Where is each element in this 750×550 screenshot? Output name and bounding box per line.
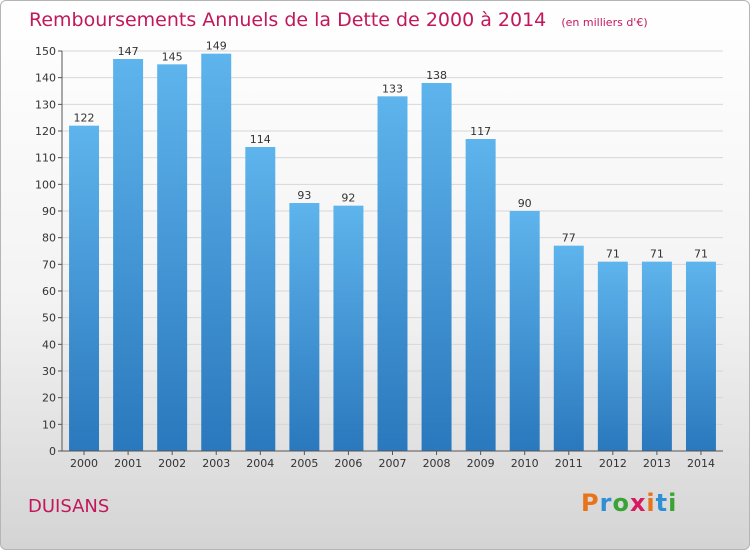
data-label: 133 xyxy=(382,82,403,95)
y-tick-label: 0 xyxy=(49,445,56,458)
x-tick-label: 2005 xyxy=(290,457,318,470)
x-tick-label: 2013 xyxy=(643,457,671,470)
data-label: 77 xyxy=(562,232,576,245)
data-label: 122 xyxy=(74,112,95,125)
y-tick-label: 80 xyxy=(42,232,56,245)
data-label: 138 xyxy=(426,69,447,82)
y-tick-label: 110 xyxy=(35,152,56,165)
y-tick-label: 60 xyxy=(42,285,56,298)
bar xyxy=(113,59,144,451)
bar xyxy=(465,139,496,451)
x-tick-label: 2009 xyxy=(467,457,495,470)
bar xyxy=(333,205,364,451)
logo-letter: P xyxy=(581,489,600,517)
x-tick-label: 2011 xyxy=(555,457,583,470)
x-tick-label: 2000 xyxy=(70,457,98,470)
data-label: 71 xyxy=(650,248,664,261)
bar xyxy=(289,203,320,451)
proxiti-logo: Proxiti xyxy=(581,489,677,517)
y-tick-label: 140 xyxy=(35,72,56,85)
chart-title: Remboursements Annuels de la Dette de 20… xyxy=(29,9,547,31)
data-label: 117 xyxy=(470,125,491,138)
y-tick-label: 70 xyxy=(42,258,56,271)
bar xyxy=(553,245,584,451)
y-tick-label: 20 xyxy=(42,392,56,405)
bar xyxy=(685,261,716,451)
logo-letter: i xyxy=(668,489,678,517)
x-tick-label: 2003 xyxy=(202,457,230,470)
data-label: 71 xyxy=(694,248,708,261)
data-label: 90 xyxy=(518,197,532,210)
logo-letter: r xyxy=(599,489,613,517)
chart-title-block: Remboursements Annuels de la Dette de 20… xyxy=(29,9,648,31)
logo-letter: t xyxy=(655,489,669,517)
y-tick-label: 100 xyxy=(35,178,56,191)
axes xyxy=(58,50,723,455)
bar xyxy=(421,83,452,451)
x-tick-label: 2008 xyxy=(423,457,451,470)
data-label: 145 xyxy=(162,50,183,63)
data-label: 92 xyxy=(341,192,355,205)
data-label: 71 xyxy=(606,248,620,261)
bar xyxy=(245,147,276,451)
data-label: 149 xyxy=(206,40,227,53)
x-tick-label: 2004 xyxy=(246,457,274,470)
bar xyxy=(597,261,628,451)
x-tick-label: 2002 xyxy=(158,457,186,470)
y-tick-label: 130 xyxy=(35,98,56,111)
logo-letter: o xyxy=(612,489,630,517)
y-tick-label: 120 xyxy=(35,125,56,138)
x-tick-label: 2006 xyxy=(334,457,362,470)
x-tick-label: 2010 xyxy=(511,457,539,470)
bar xyxy=(201,53,232,452)
x-tick-label: 2014 xyxy=(687,457,715,470)
bar xyxy=(509,211,540,451)
labels: 0 10 20 30 40 50 60 70 80 90 100 110 120 130 140 150 122… xyxy=(35,40,715,470)
y-tick-label: 90 xyxy=(42,205,56,218)
data-label: 93 xyxy=(297,189,311,202)
data-label: 147 xyxy=(118,45,139,58)
x-tick-label: 2012 xyxy=(599,457,627,470)
location-label: DUISANS xyxy=(28,496,110,517)
bar xyxy=(157,64,188,452)
y-tick-label: 40 xyxy=(42,338,56,351)
y-tick-label: 50 xyxy=(42,312,56,325)
bar xyxy=(69,125,100,452)
bar xyxy=(377,96,408,451)
bar xyxy=(641,261,672,451)
y-tick-label: 30 xyxy=(42,365,56,378)
data-label: 114 xyxy=(250,133,271,146)
logo-letter: i xyxy=(646,489,656,517)
unit-note: (en milliers d'€) xyxy=(561,16,648,29)
bars xyxy=(69,53,716,452)
x-tick-label: 2001 xyxy=(114,457,142,470)
x-tick-label: 2007 xyxy=(379,457,407,470)
logo-letter: x xyxy=(629,489,647,517)
y-tick-label: 10 xyxy=(42,418,56,431)
y-tick-label: 150 xyxy=(35,45,56,58)
